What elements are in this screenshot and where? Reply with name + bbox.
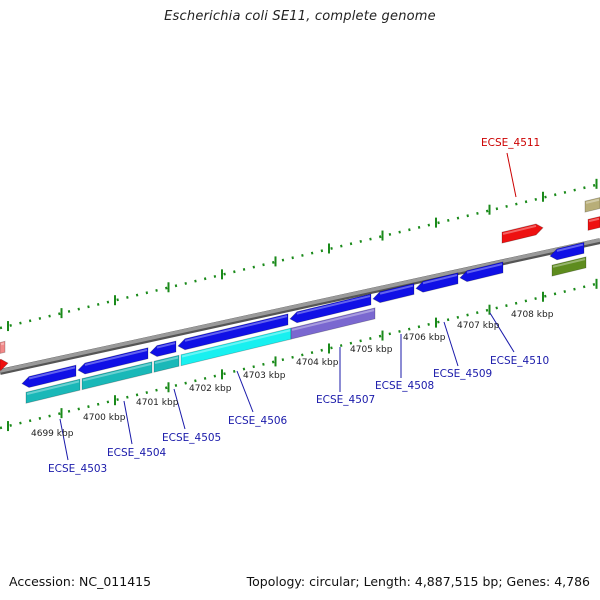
- genome-summary: Topology: circular; Length: 4,887,515 bp…: [246, 574, 590, 589]
- gene-ecse-4504-highlight: [84, 348, 148, 366]
- gene-ecse-4510-highlight: [466, 263, 503, 274]
- gene-ecse-4504[interactable]: [77, 347, 149, 375]
- gene-label-ecse-4505[interactable]: ECSE_4505: [162, 432, 221, 444]
- feature-right-olive[interactable]: [551, 256, 587, 277]
- feature-4504[interactable]: [81, 361, 153, 391]
- leader-ecse-4504: [123, 400, 133, 445]
- feature-4505[interactable]: [153, 354, 180, 373]
- scale-label: 4708 kbp: [511, 310, 554, 320]
- feature-4505-highlight: [154, 356, 179, 365]
- gene-left-red[interactable]: [0, 358, 9, 371]
- gene-label-ecse-4511[interactable]: ECSE_4511: [481, 137, 540, 149]
- scale-label: 4701 kbp: [136, 398, 179, 408]
- gene-ecse-4511-highlight: [502, 224, 537, 235]
- gene-ecse-4507[interactable]: [289, 293, 372, 324]
- gene-right-tan[interactable]: [584, 197, 600, 213]
- gene-label-ecse-4504[interactable]: ECSE_4504: [107, 447, 167, 459]
- accession-label: Accession: NC_011415: [9, 574, 152, 589]
- map-title: Escherichia coli SE11, complete genome: [164, 9, 436, 24]
- gene-label-ecse-4510[interactable]: ECSE_4510: [490, 355, 549, 367]
- gene-label-ecse-4507[interactable]: ECSE_4507: [316, 394, 375, 406]
- gene-ecse-4511[interactable]: [501, 223, 544, 244]
- leader-ecse-4503: [59, 418, 69, 461]
- gene-ecse-4506[interactable]: [177, 313, 289, 351]
- gene-ecse-4505[interactable]: [149, 340, 177, 357]
- scale-label: 4707 kbp: [457, 321, 500, 331]
- gene-ecse-4508[interactable]: [372, 282, 415, 304]
- gene-label-ecse-4506[interactable]: ECSE_4506: [228, 415, 288, 427]
- feature-4507-highlight: [291, 309, 375, 331]
- gene-label-ecse-4509[interactable]: ECSE_4509: [433, 368, 492, 380]
- feature-right-olive-highlight: [552, 258, 586, 268]
- leader-ecse-4510: [489, 312, 515, 353]
- leader-ecse-4505: [173, 388, 186, 430]
- gene-labels: ECSE_4503 ECSE_4504 ECSE_4505 ECSE_4506 …: [48, 137, 549, 475]
- gene-right-edge-highlight: [556, 243, 584, 252]
- scale-label: 4702 kbp: [189, 384, 232, 394]
- gene-ecse-4505-highlight: [156, 342, 176, 349]
- gene-right-tan-highlight: [585, 198, 600, 204]
- gene-ecse-4508-highlight: [379, 284, 414, 295]
- gene-left-pink-highlight: [0, 342, 5, 346]
- scale-label: 4699 kbp: [31, 429, 74, 439]
- gene-leader-lines: [59, 152, 517, 461]
- feature-4506-highlight: [181, 329, 291, 358]
- gene-label-ecse-4503[interactable]: ECSE_4503: [48, 463, 107, 475]
- genome-backbone: [0, 238, 600, 375]
- gene-right-red-highlight: [588, 217, 600, 223]
- feature-4507[interactable]: [290, 307, 376, 340]
- gene-left-pink[interactable]: [0, 340, 6, 354]
- feature-4504-highlight: [82, 363, 152, 382]
- gene-features: [0, 197, 600, 404]
- gene-right-red[interactable]: [587, 216, 600, 231]
- scale-label: 4704 kbp: [296, 358, 339, 368]
- scale-label: 4703 kbp: [243, 371, 286, 381]
- gene-right-edge[interactable]: [549, 241, 585, 261]
- gene-ecse-4509-highlight: [422, 274, 458, 285]
- leader-ecse-4509: [443, 321, 459, 367]
- gene-ecse-4509[interactable]: [415, 272, 459, 293]
- scale-labels: 4699 kbp 4700 kbp 4701 kbp 4702 kbp 4703…: [31, 310, 554, 439]
- feature-4503[interactable]: [25, 378, 81, 404]
- gene-ecse-4510[interactable]: [459, 261, 504, 283]
- gene-ecse-4507-highlight: [296, 295, 371, 315]
- leader-ecse-4506: [236, 370, 254, 413]
- gene-ecse-4503[interactable]: [21, 364, 77, 388]
- scale-label: 4700 kbp: [83, 413, 126, 423]
- scale-label: 4706 kbp: [403, 333, 446, 343]
- leader-ecse-4511: [506, 152, 517, 198]
- gene-ecse-4506-highlight: [184, 315, 288, 342]
- feature-4503-highlight: [26, 380, 80, 395]
- gene-label-ecse-4508[interactable]: ECSE_4508: [375, 380, 434, 392]
- scale-label: 4705 kbp: [350, 345, 393, 355]
- scale-ticks: [7, 178, 598, 432]
- gene-ecse-4503-highlight: [28, 366, 76, 380]
